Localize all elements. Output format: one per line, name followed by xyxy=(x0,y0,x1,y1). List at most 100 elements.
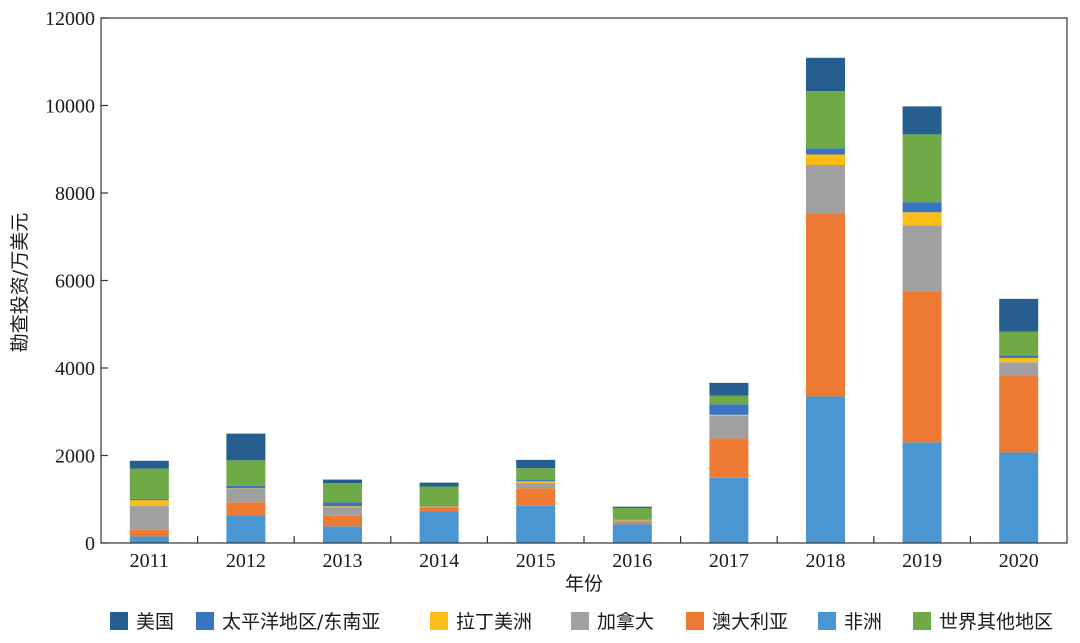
bar-segment xyxy=(902,202,942,213)
bar-segment xyxy=(516,483,556,489)
bar-segment xyxy=(323,479,362,484)
bar-segment xyxy=(226,433,266,461)
bar-segment xyxy=(419,506,459,508)
bar-segment xyxy=(612,522,652,525)
legend: 美国 太平洋地区/东南亚 拉丁美洲 加拿大 澳大利亚 非洲 世界其他地区 xyxy=(110,610,1053,633)
legend-label: 澳大利亚 xyxy=(712,611,788,633)
bar-segment xyxy=(902,291,942,443)
bar-segment xyxy=(709,438,749,478)
bar-segment xyxy=(612,520,652,523)
bar-segment xyxy=(806,165,845,214)
legend-swatch xyxy=(196,612,214,630)
bar-segment xyxy=(323,502,362,507)
bar-segment xyxy=(323,515,362,527)
bar-segment xyxy=(612,506,652,508)
legend-label: 太平洋地区/东南亚 xyxy=(222,611,380,633)
y-tick-label: 0 xyxy=(85,533,95,555)
bar-segment xyxy=(999,375,1039,453)
bar-segment xyxy=(612,524,652,543)
bar-segment xyxy=(709,382,749,396)
y-tick-label: 12000 xyxy=(45,8,95,30)
bar-segment xyxy=(902,442,942,543)
bars-group xyxy=(129,57,1039,543)
legend-swatch xyxy=(818,612,836,630)
x-tick-label: 2015 xyxy=(516,550,556,572)
bar-segment xyxy=(419,486,459,505)
x-tick-label: 2017 xyxy=(709,550,749,572)
legend-swatch xyxy=(913,612,931,630)
x-axis-title: 年份 xyxy=(565,573,603,595)
bar-segment xyxy=(419,511,459,543)
bar-segment xyxy=(516,481,556,484)
x-tick-label: 2011 xyxy=(130,550,169,572)
bar-segment xyxy=(902,134,942,203)
x-tick-label: 2020 xyxy=(999,550,1039,572)
bar-segment xyxy=(226,515,266,543)
y-axis-title: 勘查投资/万美元 xyxy=(9,213,31,352)
bar-segment xyxy=(999,452,1039,543)
bar-segment xyxy=(902,225,942,292)
bar-segment xyxy=(612,508,652,520)
bar-segment xyxy=(709,414,749,416)
bar-segment xyxy=(709,404,749,415)
bar-segment xyxy=(999,298,1039,332)
bar-segment xyxy=(999,331,1039,356)
x-tick-label: 2018 xyxy=(806,550,846,572)
bar-segment xyxy=(129,536,169,543)
legend-swatch xyxy=(686,612,704,630)
bar-segment xyxy=(419,482,459,487)
bar-segment xyxy=(226,485,266,489)
x-tick-label: 2013 xyxy=(323,550,363,572)
bar-segment xyxy=(806,154,845,165)
bar-segment xyxy=(516,459,556,469)
legend-swatch xyxy=(430,612,448,630)
bar-segment xyxy=(129,529,169,537)
bar-segment xyxy=(806,57,845,92)
x-tick-label: 2019 xyxy=(902,550,942,572)
legend-label: 非洲 xyxy=(844,611,882,633)
bar-segment xyxy=(709,415,749,439)
bar-segment xyxy=(226,502,266,516)
y-tick-label: 8000 xyxy=(55,183,95,205)
bar-segment xyxy=(902,212,942,226)
bar-segment xyxy=(226,460,266,486)
bar-segment xyxy=(516,468,556,480)
legend-swatch xyxy=(571,612,589,630)
legend-label: 拉丁美洲 xyxy=(456,611,532,633)
legend-swatch xyxy=(110,612,128,630)
bar-segment xyxy=(323,507,362,516)
bar-segment xyxy=(516,488,556,506)
x-axis-ticks: 2011 2012 2013 2014 2015 2016 2017 2018 2019 2020 xyxy=(130,536,1039,572)
bar-segment xyxy=(902,106,942,135)
y-tick-label: 6000 xyxy=(55,271,95,293)
bar-segment xyxy=(806,213,845,397)
y-tick-label: 10000 xyxy=(45,96,95,118)
legend-label: 加拿大 xyxy=(597,610,654,633)
x-tick-label: 2012 xyxy=(226,550,266,572)
bar-segment xyxy=(806,91,845,149)
bar-segment xyxy=(419,507,459,512)
bar-segment xyxy=(419,504,459,506)
bar-segment xyxy=(806,396,845,543)
bar-segment xyxy=(709,395,749,405)
bar-segment xyxy=(999,362,1039,376)
bar-segment xyxy=(806,148,845,155)
bar-segment xyxy=(323,506,362,508)
plot-frame xyxy=(100,17,1068,544)
bar-segment xyxy=(323,483,362,503)
x-tick-label: 2014 xyxy=(419,550,459,572)
y-axis-ticks: 0 2000 4000 6000 8000 10000 12000 xyxy=(45,8,108,555)
legend-label: 世界其他地区 xyxy=(939,611,1053,633)
y-tick-label: 2000 xyxy=(55,446,95,468)
bar-segment xyxy=(129,500,169,506)
bar-segment xyxy=(516,505,556,543)
bar-segment xyxy=(999,355,1039,358)
bar-segment xyxy=(129,468,169,499)
legend-label: 美国 xyxy=(136,611,174,633)
bar-segment xyxy=(709,477,749,543)
bar-segment xyxy=(226,488,266,503)
bar-segment xyxy=(323,526,362,543)
x-tick-label: 2016 xyxy=(612,550,652,572)
bar-segment xyxy=(129,498,169,501)
